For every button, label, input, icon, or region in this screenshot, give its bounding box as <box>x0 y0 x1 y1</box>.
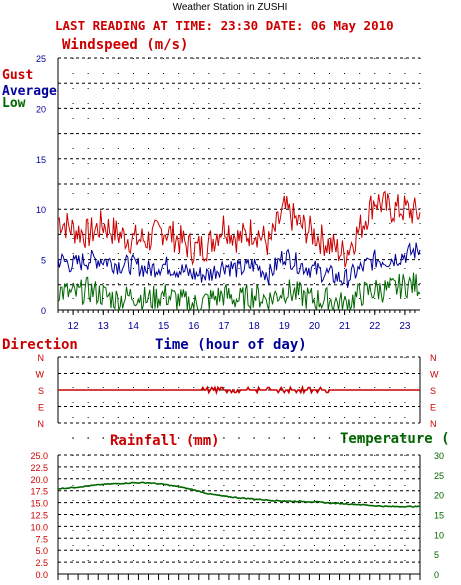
temp-y-tick-label: 5 <box>434 550 439 560</box>
last-reading: LAST READING AT TIME: 23:30 DATE: 06 May… <box>55 18 394 33</box>
rain-top-dot <box>268 437 270 439</box>
temp-y-tick-label: 10 <box>434 530 444 540</box>
rain-y-tick-label: 5.0 <box>35 546 48 556</box>
temp-y-tick-label: 25 <box>434 471 444 481</box>
temp-y-tick-label: 0 <box>434 570 439 580</box>
temp-y-tick-label: 20 <box>434 491 444 501</box>
wind-y-tick-label: 25 <box>36 54 46 64</box>
rain-top-dot <box>253 437 255 439</box>
rain-y-tick-label: 12.5 <box>30 511 48 521</box>
rain-top-dot <box>343 437 346 439</box>
wind-x-tick-label: 20 <box>309 321 321 332</box>
rain-top-dot <box>389 437 391 439</box>
dir-left-label: E <box>38 403 44 413</box>
rain-y-tick-label: 17.5 <box>30 487 48 497</box>
rain-top-dot <box>404 437 406 439</box>
wind-x-tick-label: 15 <box>158 321 170 332</box>
wind-y-tick-label: 10 <box>36 205 46 215</box>
temp-y-tick-label: 15 <box>434 511 444 521</box>
wind-x-tick-label: 21 <box>339 321 351 332</box>
rain-top-dot <box>223 437 225 439</box>
rain-top-dot <box>177 437 180 439</box>
rainfall-temperature-plot: 0.0 2.5 5.0 7.5 10.012.5 15.0 17.5 20.0 22.5 25.0… <box>30 437 444 580</box>
wind-x-tick-label: 18 <box>249 321 261 332</box>
dir-right-label: N <box>430 353 437 363</box>
dir-right-label: N <box>430 419 437 429</box>
dir-left-label: N <box>38 353 45 363</box>
station-title: Weather Station in ZUSHI <box>173 2 288 13</box>
wind-x-tick-label: 16 <box>188 321 200 332</box>
wind-x-tick-label: 22 <box>369 321 381 332</box>
wind-series-average <box>57 242 421 288</box>
rain-y-tick-label: 7.5 <box>35 534 48 544</box>
wind-y-tick-label: 20 <box>36 104 46 114</box>
dir-left-label: W <box>36 370 45 380</box>
rain-y-tick-label: 2.5 <box>35 558 48 568</box>
direction-title: Direction <box>2 337 78 353</box>
temp-y-tick-label: 30 <box>434 451 444 461</box>
rain-top-dot <box>313 437 316 439</box>
wind-y-tick-label: 5 <box>41 256 46 266</box>
rain-y-tick-label: 15.0 <box>30 499 48 509</box>
wind-x-tick-label: 14 <box>128 321 140 332</box>
dir-left-label: S <box>38 386 44 396</box>
rain-top-dot <box>192 437 195 439</box>
dir-left-label: N <box>38 419 45 429</box>
rain-top-dot <box>147 437 150 439</box>
rain-top-dot <box>208 437 210 439</box>
legend-average: Average <box>2 84 57 99</box>
rain-y-tick-label: 25.0 <box>30 451 48 461</box>
rain-y-tick-label: 10.0 <box>30 522 48 532</box>
rain-top-dot <box>132 437 135 439</box>
rain-top-dot <box>358 437 361 439</box>
wind-series-gust <box>57 190 421 268</box>
rain-top-dot <box>162 437 165 439</box>
temperature-series <box>57 481 421 508</box>
rain-top-dot <box>283 437 286 439</box>
rain-top-dot <box>117 437 120 439</box>
dir-right-label: E <box>430 403 436 413</box>
rain-top-dot <box>238 437 240 439</box>
dir-right-label: S <box>430 386 436 396</box>
temperature-title: Temperature ( <box>340 431 450 447</box>
wind-y-tick-label: 15 <box>36 155 46 165</box>
wind-xlabel: Time (hour of day) <box>155 337 307 353</box>
rain-top-dot <box>298 437 301 439</box>
rainfall-title: Rainfall (mm) <box>110 433 220 449</box>
rain-top-dot <box>328 437 331 439</box>
wind-series-low <box>57 272 421 312</box>
legend-low: Low <box>2 96 26 111</box>
wind-x-tick-label: 23 <box>399 321 411 332</box>
wind-x-tick-label: 13 <box>98 321 110 332</box>
rain-top-dot <box>373 437 376 439</box>
rain-top-dot <box>87 437 89 439</box>
windspeed-title: Windspeed (m/s) <box>62 37 188 53</box>
wind-y-tick-label: 0 <box>41 306 46 316</box>
rain-top-dot <box>419 437 421 439</box>
wind-x-tick-label: 19 <box>279 321 291 332</box>
rain-y-tick-label: 22.5 <box>30 463 48 473</box>
rain-top-dot <box>102 437 105 439</box>
direction-plot: N NW WS SE EN N <box>36 353 440 429</box>
rain-y-tick-label: 20.0 <box>30 475 48 485</box>
rain-y-tick-label: 0.0 <box>35 570 48 580</box>
legend-gust: Gust <box>2 68 33 83</box>
wind-x-tick-label: 12 <box>68 321 80 332</box>
wind-x-tick-label: 17 <box>218 321 230 332</box>
direction-series <box>58 384 420 396</box>
windspeed-plot: 0 5 10 15 20 25 12 13 14 15 16 17 18 19 20 21 22 23 <box>36 54 421 332</box>
rain-top-dot <box>72 437 74 439</box>
dir-right-label: W <box>430 370 439 380</box>
